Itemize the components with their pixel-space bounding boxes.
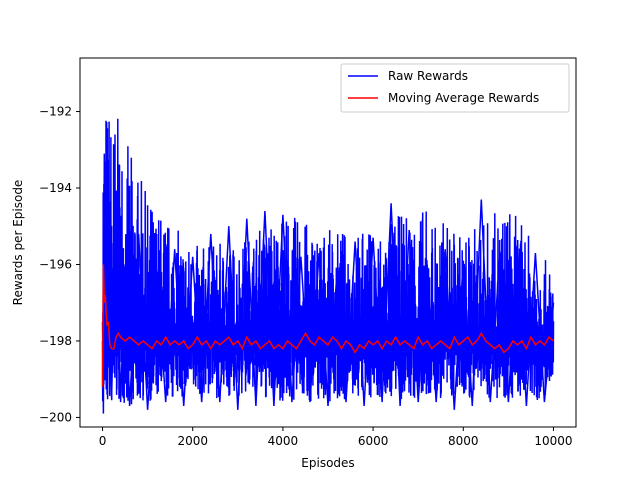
axes-frame xyxy=(79,57,577,428)
y-tick-label: −194 xyxy=(39,181,72,195)
y-tick-label: −200 xyxy=(39,410,72,424)
legend: Raw Rewards Moving Average Rewards xyxy=(340,63,570,113)
y-tick-label: −192 xyxy=(39,105,72,119)
plot-area xyxy=(101,118,555,414)
legend-box xyxy=(340,63,570,113)
y-axis-title: Rewards per Episode xyxy=(11,180,25,306)
x-tick-label: 2000 xyxy=(177,434,208,448)
x-tick-label: 10000 xyxy=(534,434,572,448)
y-tick-label: −198 xyxy=(39,334,72,348)
x-tick-label: 6000 xyxy=(358,434,389,448)
legend-label-moving-average: Moving Average Rewards xyxy=(388,91,539,105)
moving-average-line xyxy=(101,264,554,387)
x-tick-label: 8000 xyxy=(448,434,479,448)
x-axis: 0 2000 4000 6000 8000 10000 xyxy=(99,427,573,448)
x-tick-label: 0 xyxy=(99,434,107,448)
raw-rewards-line xyxy=(101,153,555,414)
legend-label-raw-rewards: Raw Rewards xyxy=(388,69,468,83)
x-tick-label: 4000 xyxy=(268,434,299,448)
x-axis-title: Episodes xyxy=(301,456,354,470)
y-axis: −200 −198 −196 −194 −192 xyxy=(39,105,80,424)
y-tick-label: −196 xyxy=(39,257,72,271)
